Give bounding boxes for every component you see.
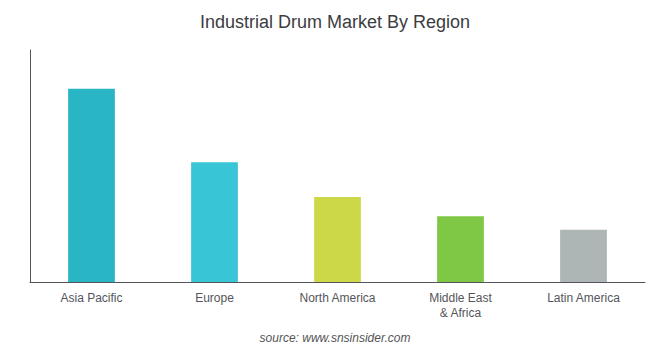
- svg-text:Europe: Europe: [195, 291, 234, 305]
- svg-text:Industrial Drum Market By Regi: Industrial Drum Market By Region: [200, 12, 470, 32]
- svg-text:Asia Pacific: Asia Pacific: [60, 291, 122, 305]
- svg-text:Latin America: Latin America: [547, 291, 620, 305]
- svg-text:source: www.snsinsider.com: source: www.snsinsider.com: [260, 331, 411, 345]
- svg-text:North America: North America: [299, 291, 375, 305]
- svg-text:Middle East: Middle East: [429, 291, 492, 305]
- svg-text:& Africa: & Africa: [440, 306, 482, 320]
